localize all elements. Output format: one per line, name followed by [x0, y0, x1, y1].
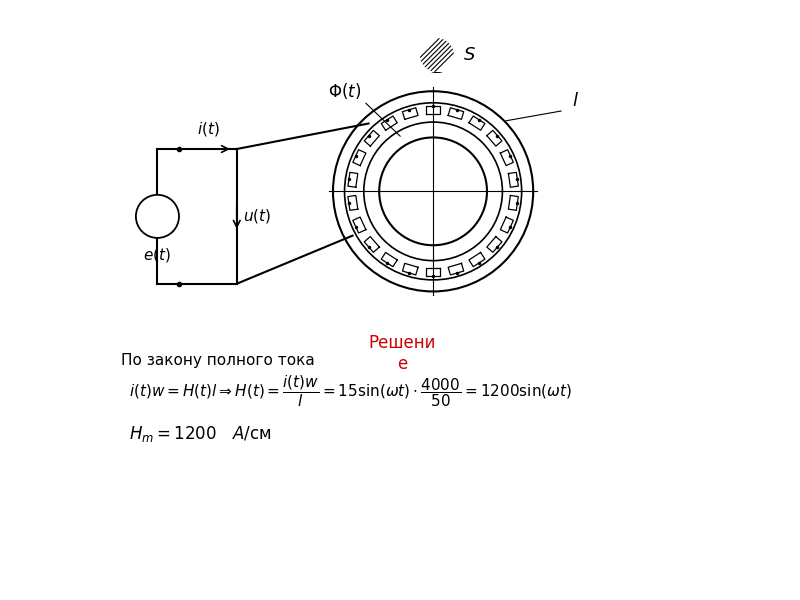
Text: $H_m = 1200 \quad \mathit{A/\text{см}}$: $H_m = 1200 \quad \mathit{A/\text{см}}$ — [129, 424, 271, 444]
Text: $i(t)w = H(t)l \Rightarrow H(t) = \dfrac{i(t)w}{l} = 15\sin(\omega t)\cdot\dfrac: $i(t)w = H(t)l \Rightarrow H(t) = \dfrac… — [129, 374, 572, 409]
Text: По закону полного тока: По закону полного тока — [122, 353, 315, 368]
Text: $e(t)$: $e(t)$ — [143, 245, 171, 263]
Text: $u(t)$: $u(t)$ — [243, 208, 271, 226]
Text: $i(t)$: $i(t)$ — [197, 120, 219, 138]
Text: $l$: $l$ — [572, 92, 579, 110]
Text: $S$: $S$ — [463, 46, 476, 64]
Circle shape — [136, 195, 179, 238]
Text: $\Phi(t)$: $\Phi(t)$ — [328, 81, 361, 101]
Circle shape — [420, 38, 454, 72]
Text: Решени
е: Решени е — [369, 334, 436, 373]
